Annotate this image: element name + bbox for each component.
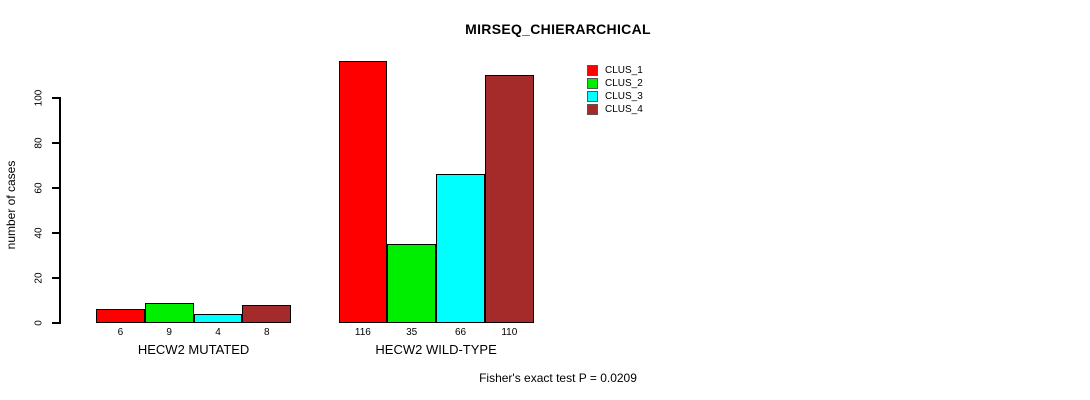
legend-label: CLUS_2 (605, 78, 643, 89)
bar-clus_4-group2 (484, 74, 534, 323)
bar-value-label: 110 (501, 327, 518, 338)
legend-label: CLUS_3 (605, 91, 643, 102)
y-axis-tick-label: 0 (33, 320, 45, 326)
bar-clus_3-group1 (193, 313, 243, 323)
legend-swatch-icon (587, 91, 598, 102)
y-axis-tick (52, 231, 60, 234)
legend-row-clus_2: CLUS_2 (587, 77, 643, 90)
legend-label: CLUS_4 (605, 104, 643, 115)
legend-row-clus_3: CLUS_3 (587, 90, 643, 103)
y-axis-tick (52, 276, 60, 279)
y-axis-tick-label: 40 (33, 227, 45, 239)
y-axis-tick-label: 20 (33, 272, 45, 284)
legend-swatch-icon (587, 65, 598, 76)
y-axis-tick (52, 322, 60, 324)
fisher-test-annotation: Fisher's exact test P = 0.0209 (479, 371, 637, 385)
legend-label: CLUS_1 (605, 65, 643, 76)
y-axis-tick (52, 141, 60, 144)
bar-value-label: 35 (406, 327, 418, 338)
x-group-label: HECW2 WILD-TYPE (375, 342, 497, 357)
y-axis-tick (52, 96, 60, 99)
bar-clus_2-group2 (387, 244, 437, 323)
bar-clus_4-group1 (242, 304, 292, 323)
bar-value-label: 4 (215, 327, 221, 338)
legend-swatch-icon (587, 78, 598, 89)
y-axis-tick-label: 80 (33, 137, 45, 149)
bar-value-label: 6 (117, 327, 124, 338)
legend-swatch-icon (587, 104, 598, 115)
legend-row-clus_1: CLUS_1 (587, 64, 643, 77)
bar-clus_2-group1 (144, 302, 194, 323)
bar-value-label: 9 (166, 327, 172, 338)
y-axis-tick-label: 100 (33, 89, 45, 106)
legend-row-clus_4: CLUS_4 (587, 103, 643, 116)
bar-value-label: 8 (264, 327, 270, 338)
y-axis-title: number of cases (4, 160, 18, 250)
y-axis-line (59, 97, 61, 324)
chart-title: MIRSEQ_CHIERARCHICAL (465, 21, 651, 37)
legend: CLUS_1 CLUS_2 CLUS_3 CLUS_4 (587, 64, 643, 116)
bar-value-label: 66 (454, 327, 467, 338)
bar-clus_1-group1 (96, 309, 145, 323)
y-axis-tick-label: 60 (33, 182, 45, 194)
bar-value-label: 116 (354, 327, 371, 338)
bar-clus_3-group2 (436, 174, 485, 323)
x-group-label: HECW2 MUTATED (137, 342, 250, 357)
bar-clus_1-group2 (338, 61, 388, 323)
y-axis-tick (52, 186, 60, 189)
